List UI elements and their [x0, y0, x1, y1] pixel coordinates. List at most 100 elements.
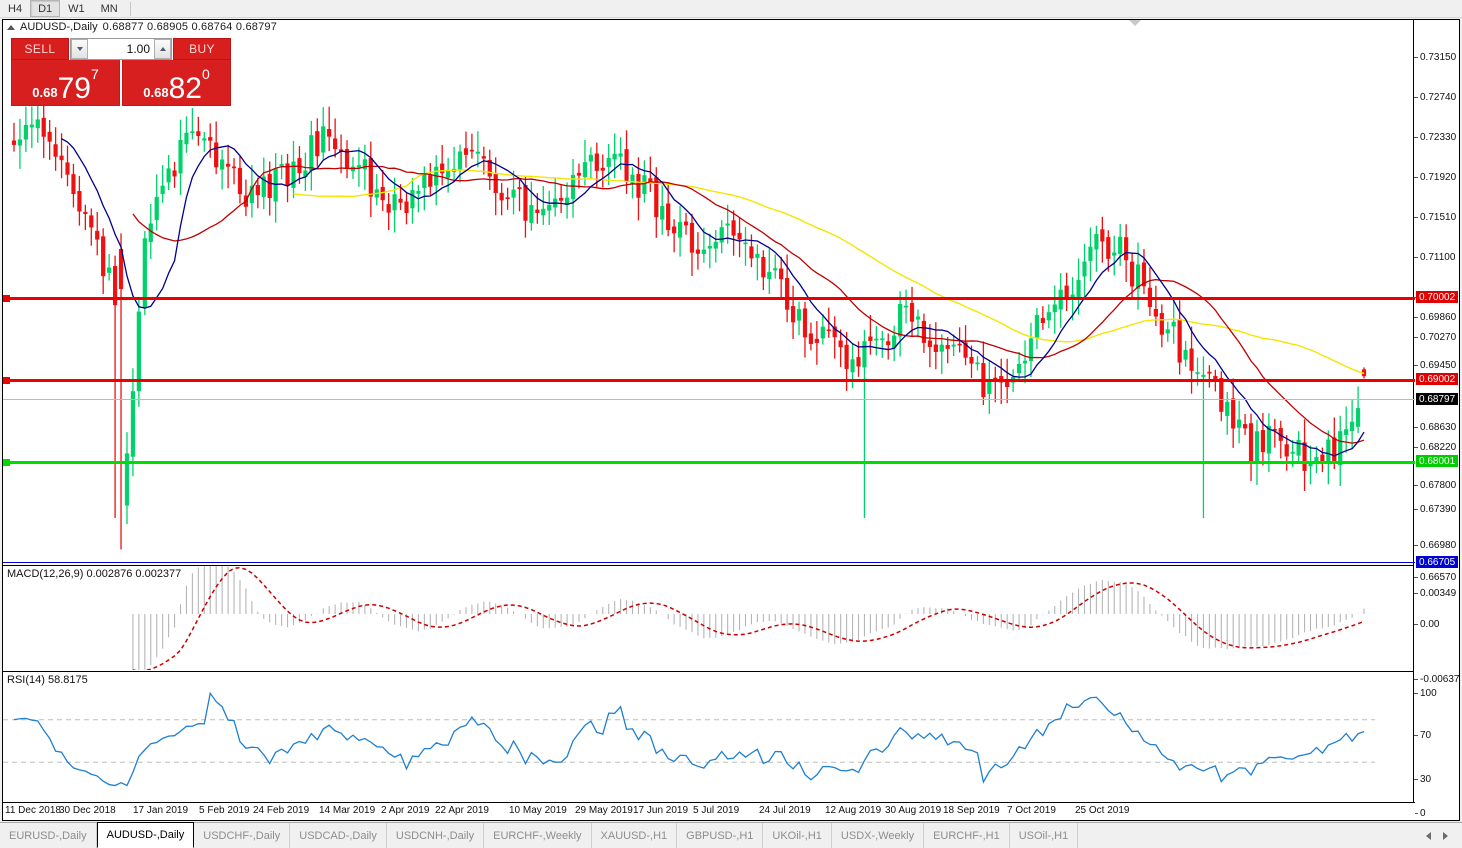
sell-price-main: 79 [57, 72, 91, 105]
price-tick: 0.72330 [1414, 131, 1460, 143]
price-scale-axis[interactable]: 0.73150 0.72740 0.72330 0.71920 0.71510 0.711… [1413, 20, 1459, 820]
time-label: 24 Feb 2019 [253, 805, 310, 816]
volume-input[interactable]: 1.00 [126, 42, 150, 56]
macd-label: MACD(12,26,9) 0.002876 0.002377 [7, 568, 182, 580]
time-label: 11 Dec 2018 [5, 805, 61, 816]
price-label-resistance-upper[interactable]: 0.70002 [1416, 291, 1459, 303]
time-label: 30 Dec 2018 [59, 805, 116, 816]
chart-tab-usdchf[interactable]: USDCHF-,Daily [194, 823, 291, 848]
macd-tick: 0.00 [1414, 618, 1460, 630]
level-line-resistance-upper[interactable] [3, 297, 1415, 300]
scroll-left-icon[interactable] [1426, 831, 1431, 840]
rsi-pane[interactable]: RSI(14) 58.8175 [3, 671, 1415, 801]
level-anchor-resistance-lower[interactable] [3, 377, 10, 384]
buy-price-fraction: 0 [201, 66, 210, 82]
chart-tab-eurusd[interactable]: EURUSD-,Daily [0, 823, 97, 848]
sell-price-display[interactable]: 0.68 79 7 [11, 60, 120, 106]
chart-tab-usoil[interactable]: USOil-,H1 [1010, 823, 1079, 848]
price-label-support[interactable]: 0.68001 [1416, 455, 1459, 467]
chart-symbol-label: AUDUSD-,Daily [20, 21, 98, 33]
time-label: 10 May 2019 [509, 805, 567, 816]
time-label: 17 Jun 2019 [633, 805, 689, 816]
toolbar-divider [129, 1, 131, 16]
price-tick: 0.71920 [1414, 171, 1460, 183]
candlestick-plot [11, 101, 1367, 550]
macd-pane[interactable]: MACD(12,26,9) 0.002876 0.002377 [3, 565, 1415, 670]
rsi-label: RSI(14) 58.8175 [7, 674, 88, 686]
price-tick: 0.73150 [1414, 51, 1460, 63]
macd-plot [132, 566, 1365, 670]
time-label: 24 Jul 2019 [759, 805, 811, 816]
volume-decrement-button[interactable] [71, 39, 88, 59]
tab-scroll-controls[interactable] [1412, 823, 1462, 848]
time-label: 29 May 2019 [575, 805, 633, 816]
trade-panel-top-row: SELL 1.00 BUY [11, 38, 231, 60]
level-line-support[interactable] [3, 461, 1415, 464]
chart-tab-usdcnh[interactable]: USDCNH-,Daily [387, 823, 485, 848]
price-tick: 0.71510 [1414, 211, 1460, 223]
chart-tab-gbpusd[interactable]: GBPUSD-,H1 [677, 823, 764, 848]
level-anchor-support[interactable] [3, 459, 10, 466]
chart-tab-eurchf[interactable]: EURCHF-,H1 [924, 823, 1010, 848]
price-tick: 0.71100 [1414, 251, 1460, 263]
price-tick: 0.69860 [1414, 311, 1460, 323]
chart-header: AUDUSD-,Daily 0.68877 0.68905 0.68764 0.… [3, 20, 277, 34]
volume-increment-button[interactable] [154, 39, 171, 59]
tab-bar-spacer [1078, 823, 1412, 848]
time-label: 7 Oct 2019 [1007, 805, 1056, 816]
level-line-support-deep[interactable] [3, 562, 1415, 563]
volume-stepper[interactable]: 1.00 [70, 38, 172, 60]
chart-tab-xauusd[interactable]: XAUUSD-,H1 [592, 823, 678, 848]
one-click-trading-panel[interactable]: SELL 1.00 BUY 0.68 79 7 0.68 82 0 [11, 38, 231, 106]
chart-tab-usdcad[interactable]: USDCAD-,Daily [290, 823, 387, 848]
timeframe-h4[interactable]: H4 [8, 2, 23, 15]
chevron-down-icon [76, 47, 83, 51]
collapse-triangle-icon[interactable] [7, 24, 15, 30]
timeframe-d1[interactable]: D1 [30, 0, 61, 17]
chart-tab-bar[interactable]: EURUSD-,Daily AUDUSD-,Daily USDCHF-,Daily U… [0, 822, 1462, 848]
rsi-plot [3, 691, 1375, 787]
buy-price-main: 82 [168, 72, 202, 105]
chart-tab-eurchf[interactable]: EURCHF-,Weekly [484, 823, 592, 848]
price-label-resistance-lower[interactable]: 0.69002 [1416, 373, 1459, 385]
level-line-resistance-lower[interactable] [3, 379, 1415, 382]
chart-tab-ukoil[interactable]: UKOil-,H1 [763, 823, 832, 848]
price-tick: 0.66980 [1414, 539, 1460, 551]
price-tick: 0.67800 [1414, 479, 1460, 491]
chart-tab-list: EURUSD-,Daily AUDUSD-,Daily USDCHF-,Daily U… [0, 822, 1079, 848]
chevron-up-icon [159, 47, 166, 51]
buy-price-display[interactable]: 0.68 82 0 [122, 60, 231, 106]
sell-price-prefix: 0.68 [32, 85, 58, 100]
price-tick: 0.69450 [1414, 359, 1460, 371]
time-label: 18 Sep 2019 [943, 805, 1000, 816]
time-label: 14 Mar 2019 [319, 805, 376, 816]
timeframe-w1[interactable]: W1 [68, 2, 85, 15]
price-tick: 0.66570 [1414, 571, 1460, 583]
macd-tick: -0.00637 [1414, 673, 1460, 685]
time-label: 12 Aug 2019 [825, 805, 882, 816]
buy-button[interactable]: BUY [173, 38, 231, 60]
price-label-current-price[interactable]: 0.68797 [1416, 393, 1459, 405]
time-label: 22 Apr 2019 [435, 805, 489, 816]
sell-button[interactable]: SELL [11, 38, 69, 60]
time-label: 5 Jul 2019 [693, 805, 740, 816]
time-scale-axis[interactable]: 11 Dec 2018 30 Dec 2018 17 Jan 2019 5 Feb 2… [3, 802, 1415, 820]
time-label: 5 Feb 2019 [199, 805, 250, 816]
chart-tab-audusd[interactable]: AUDUSD-,Daily [96, 822, 195, 848]
rsi-tick: 30 [1414, 773, 1460, 785]
timeframe-toolbar: H4 D1 W1 MN [0, 0, 1462, 18]
time-label: 25 Oct 2019 [1075, 805, 1130, 816]
chart-canvas[interactable]: AUDUSD-,Daily 0.68877 0.68905 0.68764 0.… [2, 19, 1460, 821]
level-line-current-price [3, 399, 1415, 400]
scroll-right-icon[interactable] [1443, 831, 1448, 840]
chart-tab-usdx[interactable]: USDX-,Weekly [832, 823, 925, 848]
price-tick: 0.72740 [1414, 91, 1460, 103]
timeframe-mn[interactable]: MN [100, 2, 118, 15]
level-anchor-resistance-upper[interactable] [3, 295, 10, 302]
price-tick: 0.68630 [1414, 421, 1460, 433]
chart-scroll-marker[interactable] [1129, 20, 1141, 26]
rsi-tick: 70 [1414, 729, 1460, 741]
price-label-support-deep[interactable]: 0.66705 [1416, 556, 1459, 568]
rsi-tick: 0 [1414, 807, 1460, 819]
price-pane[interactable] [3, 20, 1415, 563]
